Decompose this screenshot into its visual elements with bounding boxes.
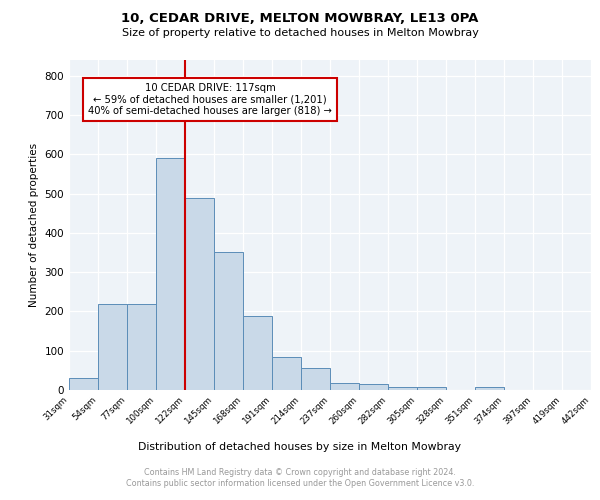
Bar [243,316,272,390]
Bar [301,368,330,390]
Bar [475,387,504,390]
Text: Size of property relative to detached houses in Melton Mowbray: Size of property relative to detached ho… [122,28,478,38]
Bar [417,387,446,390]
Bar [185,198,214,390]
Bar [127,304,156,390]
Bar [69,378,98,390]
Y-axis label: Number of detached properties: Number of detached properties [29,143,39,307]
Bar [214,252,243,390]
Bar [359,384,388,390]
Text: Distribution of detached houses by size in Melton Mowbray: Distribution of detached houses by size … [139,442,461,452]
Bar [272,358,301,390]
Text: 10, CEDAR DRIVE, MELTON MOWBRAY, LE13 0PA: 10, CEDAR DRIVE, MELTON MOWBRAY, LE13 0P… [121,12,479,26]
Text: 10 CEDAR DRIVE: 117sqm
← 59% of detached houses are smaller (1,201)
40% of semi-: 10 CEDAR DRIVE: 117sqm ← 59% of detached… [88,83,332,116]
Text: Contains HM Land Registry data © Crown copyright and database right 2024.
Contai: Contains HM Land Registry data © Crown c… [126,468,474,487]
Bar [330,383,359,390]
Bar [156,158,185,390]
Bar [98,304,127,390]
Bar [388,387,417,390]
